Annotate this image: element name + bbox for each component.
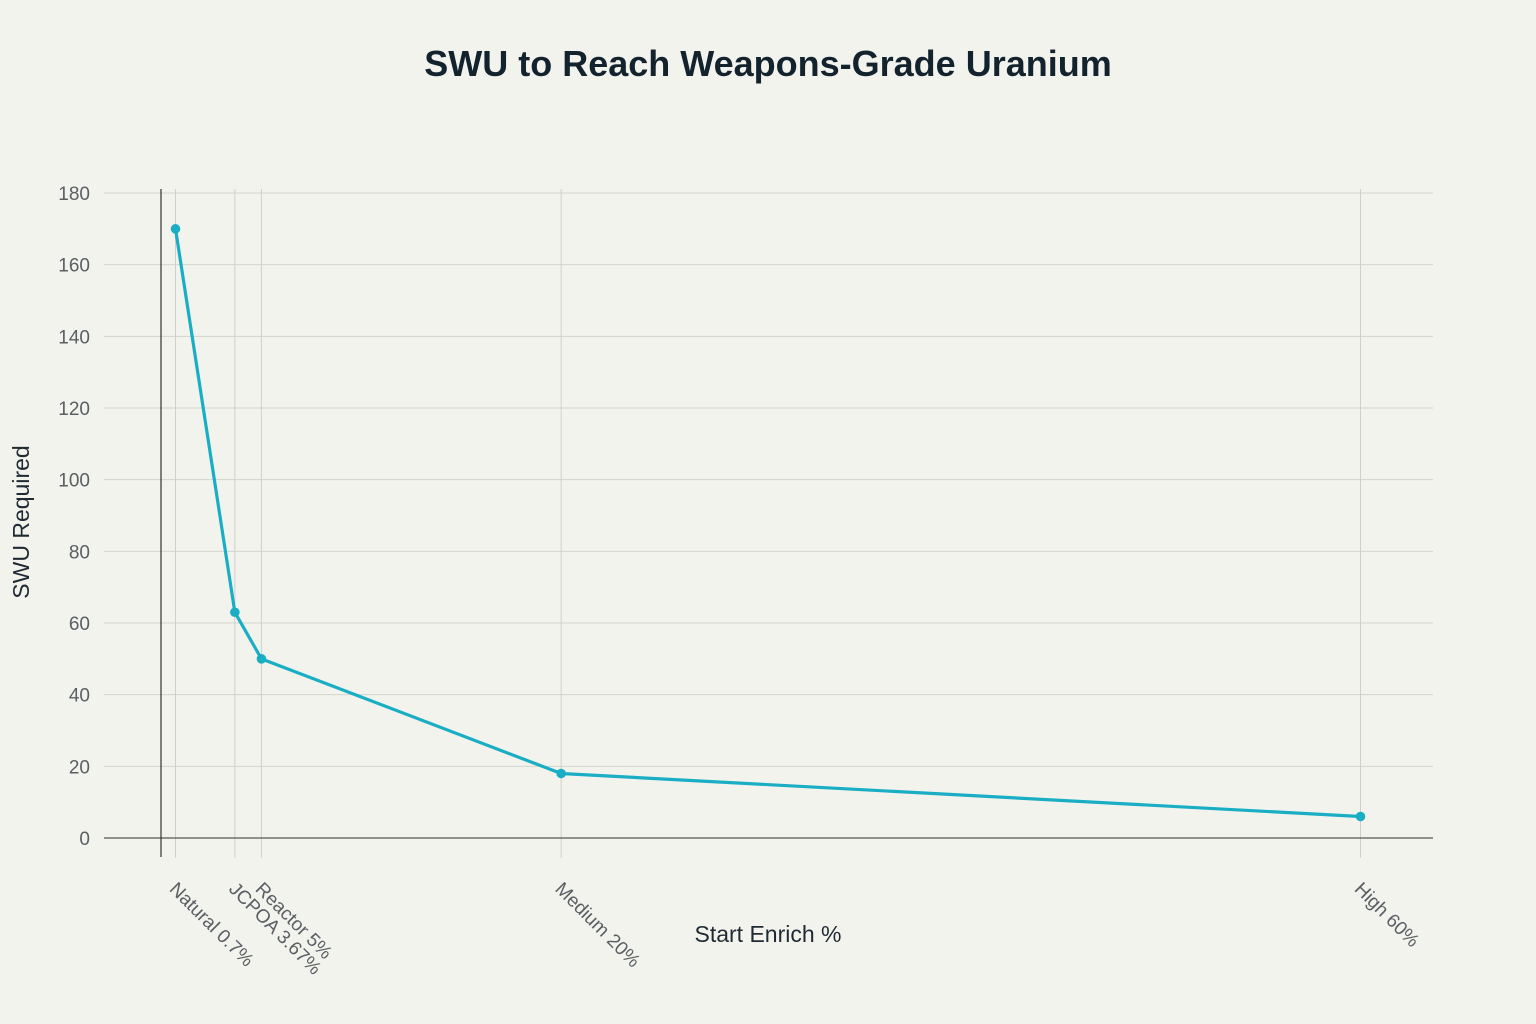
y-tick-label: 100 [58, 471, 90, 492]
data-point[interactable] [556, 768, 566, 779]
data-point[interactable] [256, 654, 267, 664]
y-tick-label: 20 [69, 757, 90, 778]
data-point[interactable] [170, 224, 181, 234]
y-axis-label: SWU Required [8, 445, 34, 598]
y-tick-label: 180 [58, 184, 90, 205]
y-tick-labels: 0 20 40 60 80 100 120 140 160 180 [58, 184, 90, 850]
x-tick-label: High 60% [1350, 879, 1423, 952]
y-tick-label: 120 [58, 399, 90, 420]
y-tick-label: 160 [58, 256, 90, 277]
series-line [173, 227, 1363, 819]
data-point[interactable] [1355, 811, 1366, 822]
y-tick-label: 60 [69, 614, 90, 635]
chart-title: SWU to Reach Weapons-Grade Uranium [424, 43, 1111, 84]
data-point[interactable] [230, 607, 240, 618]
grid [104, 189, 1433, 858]
series [170, 224, 1366, 822]
x-axis-label: Start Enrich % [695, 921, 842, 947]
x-tick-label: Medium 20% [551, 879, 644, 972]
y-tick-label: 0 [79, 829, 90, 850]
y-tick-label: 80 [69, 542, 90, 563]
y-tick-label: 140 [58, 327, 90, 348]
axes [104, 189, 1433, 857]
y-tick-label: 40 [69, 686, 90, 707]
